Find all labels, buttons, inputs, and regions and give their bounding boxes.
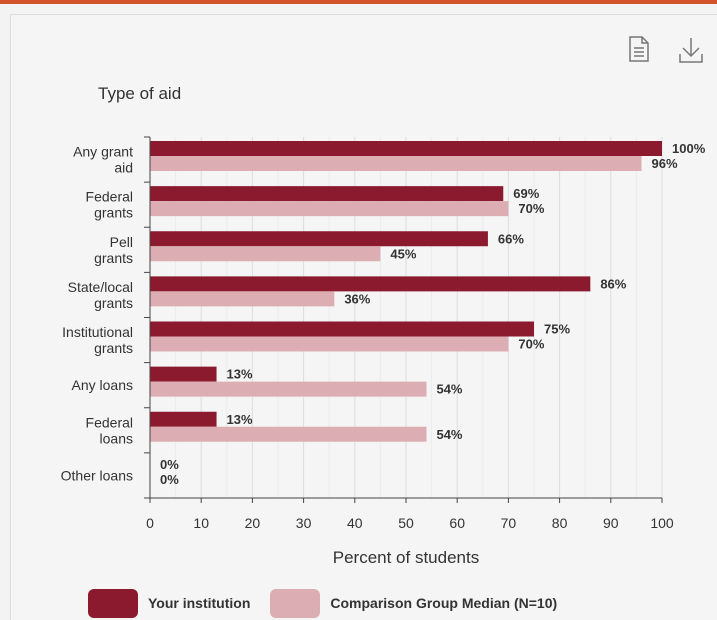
category-label-line: Federal	[86, 189, 133, 205]
x-tick-label: 30	[296, 515, 312, 531]
category-label-line: Pell	[110, 234, 133, 250]
document-icon[interactable]	[628, 36, 650, 67]
legend-item-your-institution[interactable]: Your institution	[88, 588, 251, 618]
x-tick-label: 10	[193, 515, 209, 531]
data-label: 13%	[227, 367, 253, 382]
legend-swatch	[88, 588, 138, 618]
x-axis-title: Percent of students	[333, 548, 479, 567]
category-label-line: Any grant	[73, 144, 133, 160]
bar	[150, 366, 217, 382]
category-label-line: Institutional	[62, 324, 133, 340]
top-accent-bar	[0, 0, 717, 4]
legend-item-comparison-group[interactable]: Comparison Group Median (N=10)	[270, 588, 558, 618]
bar	[150, 186, 504, 202]
data-label: 45%	[390, 246, 416, 261]
data-label: 66%	[498, 231, 524, 246]
category-label: Pell grants	[94, 234, 133, 266]
axes: 0 10 20 30 40 50 60 70 80 90 100 Any grant aid Federa…	[61, 136, 674, 531]
category-label-line: Any loans	[72, 377, 133, 393]
bars: 100%96%69%70%66%45%86%36%75%70%13%54%13%…	[150, 141, 706, 487]
bar	[150, 381, 427, 397]
category-label: Any loans	[72, 377, 133, 393]
bar	[150, 321, 534, 337]
bar-chart: 100%96%69%70%66%45%86%36%75%70%13%54%13%…	[61, 136, 706, 567]
legend-swatch	[270, 588, 321, 618]
bar	[150, 426, 427, 442]
category-label: Institutional grants	[62, 324, 133, 356]
x-tick-label: 40	[347, 515, 363, 531]
data-label: 75%	[544, 322, 570, 337]
category-label: Federal loans	[86, 414, 133, 446]
category-label-line: grants	[94, 250, 133, 266]
category-label-line: grants	[94, 340, 133, 356]
bar	[150, 411, 217, 427]
bar	[150, 201, 509, 217]
data-label: 96%	[652, 156, 678, 171]
bar	[150, 276, 591, 292]
category-label-line: grants	[94, 295, 133, 311]
data-label: 0%	[160, 457, 179, 472]
chart-card	[10, 14, 717, 620]
legend: Your institution Comparison Group Median…	[88, 588, 577, 618]
bar	[150, 231, 488, 247]
data-label: 69%	[513, 186, 539, 201]
data-label: 54%	[436, 382, 462, 397]
bar	[150, 291, 335, 307]
category-label-line: grants	[94, 205, 133, 221]
category-label-line: Other loans	[61, 467, 133, 483]
bar	[150, 246, 381, 262]
data-label: 13%	[227, 412, 253, 427]
x-tick-label: 100	[650, 515, 674, 531]
x-tick-label: 20	[245, 515, 261, 531]
x-tick-label: 0	[146, 515, 154, 531]
category-label: Other loans	[61, 467, 133, 483]
x-tick-label: 70	[501, 515, 517, 531]
x-tick-label: 50	[398, 515, 414, 531]
category-label-line: State/local	[68, 279, 133, 295]
data-label: 86%	[600, 276, 626, 291]
x-tick-label: 80	[552, 515, 568, 531]
category-label: Any grant aid	[73, 144, 133, 176]
category-label: Federal grants	[86, 189, 133, 221]
download-icon[interactable]	[678, 36, 704, 69]
chart-title: Type of aid	[98, 84, 182, 103]
bar	[150, 141, 662, 156]
data-label: 0%	[160, 472, 179, 487]
bar	[150, 156, 642, 171]
data-label: 100%	[672, 141, 706, 156]
category-label: State/local grants	[68, 279, 133, 311]
category-label-line: aid	[114, 160, 133, 176]
category-label-line: loans	[100, 430, 133, 446]
x-tick-label: 60	[449, 515, 465, 531]
data-label: 54%	[436, 427, 462, 442]
legend-label: Your institution	[148, 595, 251, 611]
data-label: 36%	[344, 291, 370, 306]
data-label: 70%	[518, 337, 544, 352]
category-label-line: Federal	[86, 414, 133, 430]
x-tick-label: 90	[603, 515, 619, 531]
data-label: 70%	[518, 201, 544, 216]
legend-label: Comparison Group Median (N=10)	[330, 595, 558, 611]
bar	[150, 336, 509, 352]
